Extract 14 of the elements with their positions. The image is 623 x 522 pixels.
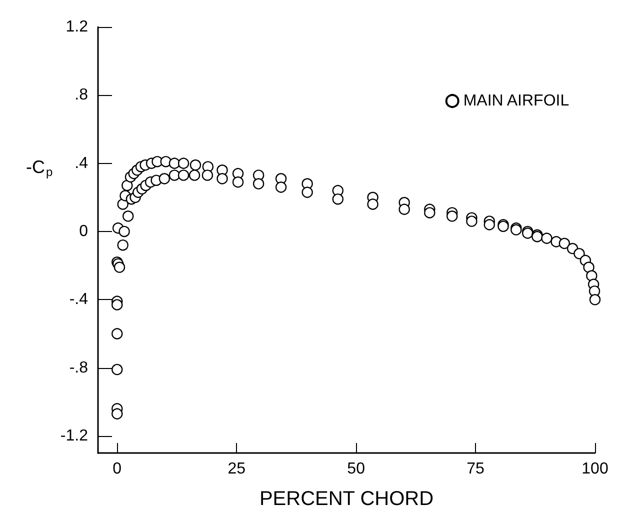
x-tick-label: 75 [466, 460, 485, 478]
y-tick-label: -1.2 [60, 427, 88, 444]
x-axis-title: PERCENT CHORD [259, 488, 434, 510]
x-tick-label: 0 [112, 460, 122, 478]
y-tick-label: .4 [74, 154, 88, 172]
x-tick-label: 25 [228, 460, 246, 478]
y-tick-label: .8 [74, 86, 88, 104]
legend-label: MAIN AIRFOIL [463, 92, 570, 110]
y-tick-label: 1.2 [66, 18, 88, 36]
y-tick-label: 0 [79, 222, 88, 240]
y-tick-label: -.8 [69, 359, 88, 376]
y-tick-label: -.4 [69, 291, 88, 308]
x-tick-label: 50 [347, 460, 366, 478]
x-tick-label: 100 [582, 460, 608, 478]
